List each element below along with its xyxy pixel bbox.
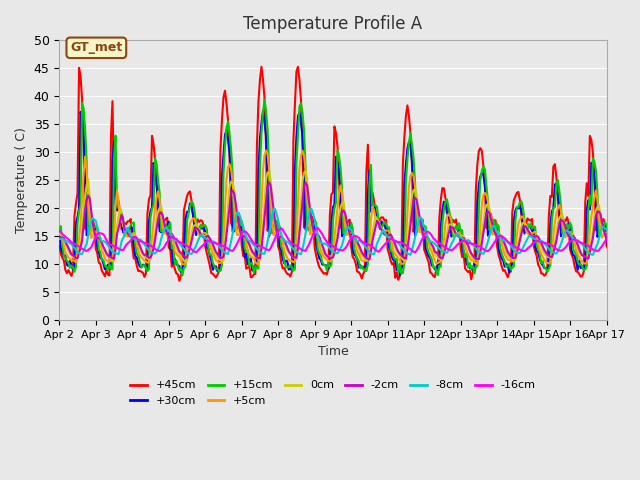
Title: Temperature Profile A: Temperature Profile A [243, 15, 422, 33]
X-axis label: Time: Time [317, 345, 348, 359]
Y-axis label: Temperature ( C): Temperature ( C) [15, 127, 28, 233]
Text: GT_met: GT_met [70, 41, 122, 54]
Legend: +45cm, +30cm, +15cm, +5cm, 0cm, -2cm, -8cm, -16cm: +45cm, +30cm, +15cm, +5cm, 0cm, -2cm, -8… [126, 376, 540, 410]
